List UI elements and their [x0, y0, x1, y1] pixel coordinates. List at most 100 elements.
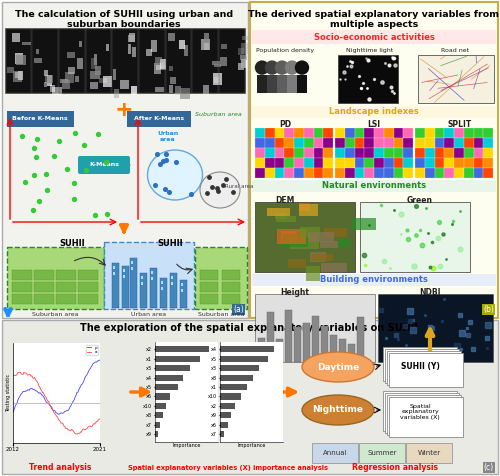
Bar	[155, 356, 200, 362]
Bar	[7, 67, 14, 72]
Bar	[113, 266, 115, 269]
Ellipse shape	[302, 352, 374, 382]
Text: Population density: Population density	[256, 48, 314, 53]
Bar	[160, 278, 167, 308]
Bar	[212, 61, 220, 65]
Bar	[415, 158, 425, 168]
Bar	[220, 375, 252, 381]
Bar	[255, 294, 375, 362]
Bar	[384, 158, 394, 168]
Point	[44, 187, 52, 194]
FancyBboxPatch shape	[385, 349, 459, 383]
Bar	[34, 282, 54, 292]
a	[92, 421, 98, 427]
Bar	[483, 148, 493, 158]
Bar	[282, 234, 308, 247]
Point	[80, 141, 88, 149]
Bar	[335, 138, 345, 148]
Bar	[170, 273, 177, 308]
Bar	[415, 138, 425, 148]
Bar	[220, 412, 231, 418]
Bar	[129, 33, 135, 42]
Text: DEM: DEM	[276, 196, 294, 205]
Point	[70, 195, 78, 203]
Bar	[56, 282, 76, 292]
Bar	[434, 158, 444, 168]
Point	[156, 160, 164, 168]
Bar	[265, 158, 274, 168]
Bar	[155, 375, 184, 381]
Bar	[323, 128, 333, 138]
Bar	[242, 43, 248, 54]
Bar	[56, 294, 76, 304]
Bar	[425, 168, 434, 178]
Bar	[5, 28, 245, 93]
Bar	[32, 29, 58, 92]
Text: +: +	[114, 100, 134, 120]
Text: K-Means: K-Means	[89, 162, 119, 168]
Bar	[308, 232, 334, 242]
Bar	[255, 202, 355, 272]
Text: Suburban area: Suburban area	[198, 312, 244, 317]
Bar	[403, 128, 413, 138]
Bar	[200, 282, 218, 292]
Bar	[335, 148, 345, 158]
Bar	[290, 237, 318, 249]
Bar	[112, 263, 119, 308]
Bar	[320, 241, 338, 248]
Legend: p, a: p, a	[86, 345, 98, 355]
Bar	[277, 229, 306, 244]
Bar	[364, 158, 374, 168]
Bar	[464, 168, 473, 178]
Bar	[140, 273, 147, 308]
Bar	[12, 270, 32, 280]
Bar	[220, 422, 228, 428]
Point	[50, 152, 58, 159]
X-axis label: Importance: Importance	[237, 443, 266, 448]
a	[56, 416, 62, 422]
Bar	[304, 128, 314, 138]
Ellipse shape	[148, 150, 203, 200]
Bar	[265, 128, 274, 138]
Text: SPLIT: SPLIT	[448, 120, 472, 129]
Line: a: a	[12, 372, 100, 434]
FancyBboxPatch shape	[387, 395, 461, 435]
Bar	[60, 79, 68, 83]
Bar	[464, 128, 473, 138]
Bar	[179, 40, 185, 49]
Point	[35, 198, 43, 205]
Bar	[403, 158, 413, 168]
Bar	[200, 294, 218, 304]
Bar	[120, 80, 129, 89]
Text: PD: PD	[279, 120, 291, 129]
Bar	[296, 75, 308, 93]
Bar	[364, 148, 374, 158]
Bar	[306, 266, 320, 280]
Text: Winter: Winter	[418, 450, 440, 456]
Ellipse shape	[302, 395, 374, 425]
Bar	[59, 29, 84, 92]
Bar	[240, 59, 246, 68]
Text: Building environments: Building environments	[320, 276, 428, 285]
Text: Spatial explanatory variables (X) importance analysis: Spatial explanatory variables (X) import…	[128, 465, 328, 471]
Bar	[281, 231, 296, 243]
Bar	[15, 53, 22, 64]
Bar	[2, 2, 248, 318]
a	[73, 431, 79, 437]
Bar	[304, 148, 314, 158]
Bar	[168, 66, 172, 71]
Text: Green: Green	[407, 196, 433, 205]
Bar	[304, 158, 314, 168]
Bar	[170, 77, 176, 84]
Bar	[18, 71, 24, 80]
Point	[55, 137, 63, 145]
Bar	[284, 128, 294, 138]
Text: Annual: Annual	[323, 450, 347, 456]
Bar	[154, 57, 162, 63]
Bar	[444, 128, 454, 138]
Point	[28, 206, 36, 214]
Bar	[294, 148, 304, 158]
Point	[102, 159, 110, 166]
FancyBboxPatch shape	[389, 397, 463, 437]
Bar	[483, 158, 493, 168]
